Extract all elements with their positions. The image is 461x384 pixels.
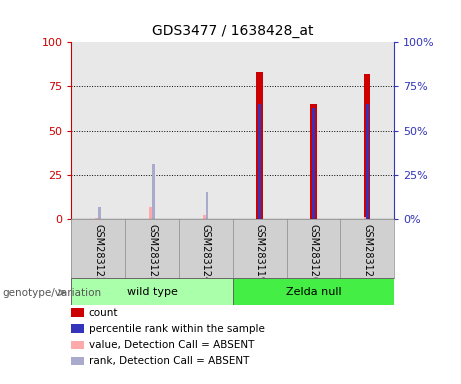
Bar	[366, 104, 369, 219]
Text: GSM283120: GSM283120	[308, 223, 319, 283]
Bar	[233, 278, 394, 305]
Bar	[206, 192, 208, 219]
Bar	[98, 207, 101, 219]
Text: percentile rank within the sample: percentile rank within the sample	[89, 324, 265, 334]
Bar	[364, 74, 371, 219]
Bar	[149, 207, 153, 219]
Title: GDS3477 / 1638428_at: GDS3477 / 1638428_at	[152, 25, 313, 38]
Bar	[203, 215, 207, 219]
Bar	[364, 217, 368, 219]
Text: GSM283122: GSM283122	[93, 223, 103, 283]
Text: wild type: wild type	[127, 287, 177, 297]
Text: value, Detection Call = ABSENT: value, Detection Call = ABSENT	[89, 340, 254, 350]
Text: count: count	[89, 308, 118, 318]
Bar	[95, 218, 99, 219]
Bar	[312, 108, 315, 219]
Text: GSM283123: GSM283123	[147, 223, 157, 283]
Bar	[152, 164, 154, 219]
Text: GSM283119: GSM283119	[254, 223, 265, 283]
Bar	[71, 278, 233, 305]
Text: GSM283121: GSM283121	[362, 223, 372, 283]
Text: Zelda null: Zelda null	[286, 287, 341, 297]
Bar	[258, 104, 261, 219]
Text: genotype/variation: genotype/variation	[2, 288, 101, 298]
Text: GSM283124: GSM283124	[201, 223, 211, 283]
Bar	[310, 104, 317, 219]
Bar	[256, 72, 263, 219]
Text: rank, Detection Call = ABSENT: rank, Detection Call = ABSENT	[89, 356, 249, 366]
